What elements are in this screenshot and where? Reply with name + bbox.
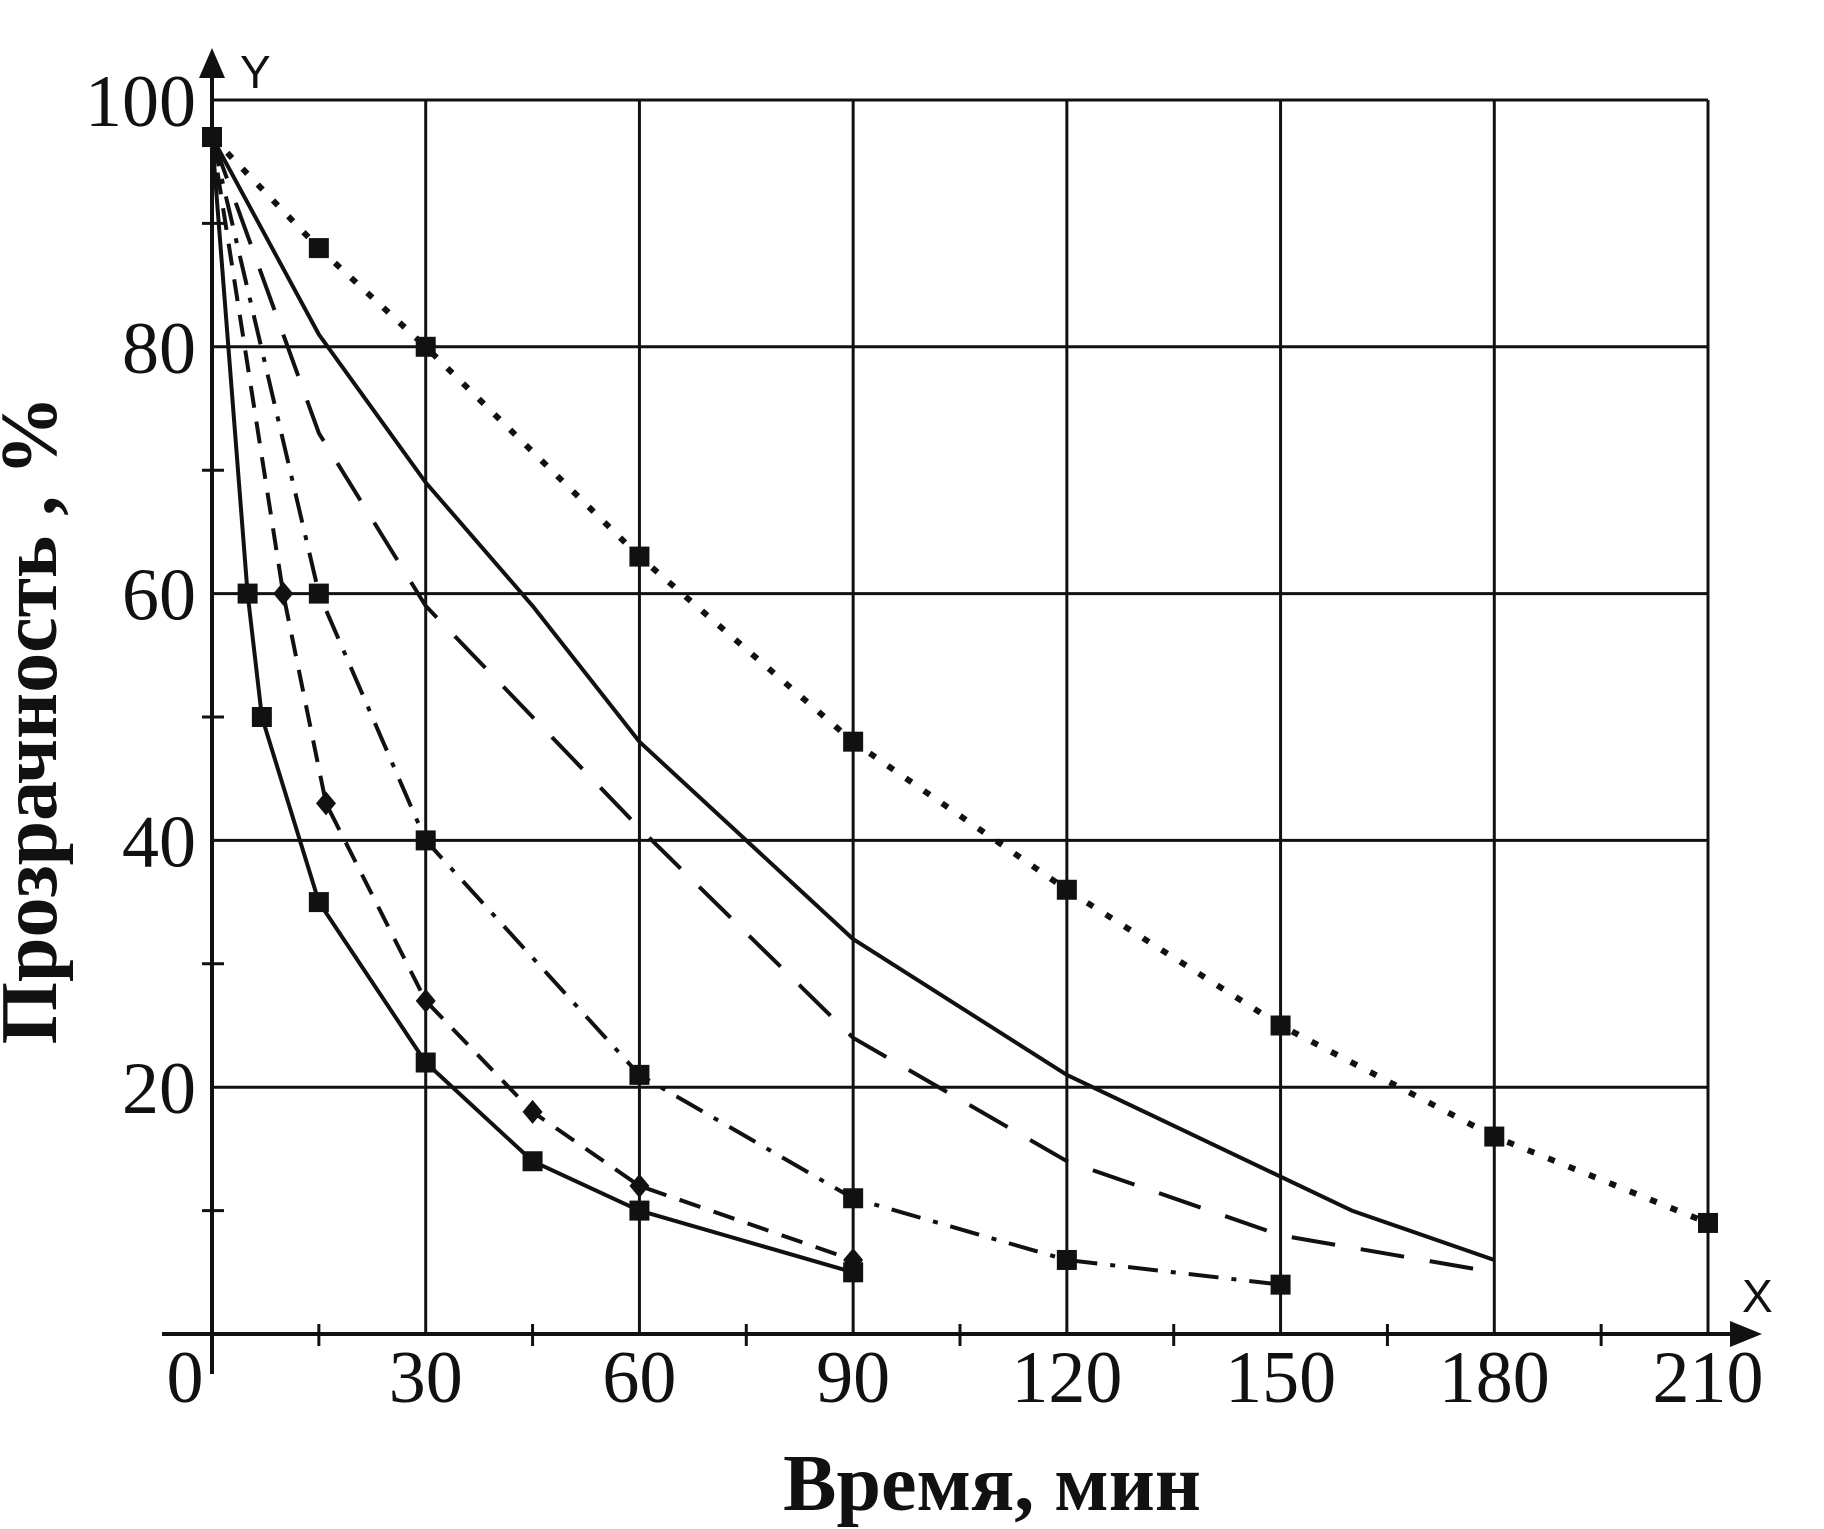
series-6-marker <box>251 707 272 727</box>
y-tick-label: 100 <box>85 61 196 143</box>
x-axis-title: Время, мин <box>783 1440 1201 1528</box>
x-axis-arrow <box>1730 1321 1762 1347</box>
series-6-marker <box>237 583 258 604</box>
series-line-6 <box>210 136 854 1275</box>
series-6-marker <box>629 1200 650 1221</box>
grid <box>212 98 1710 1334</box>
x-tick-label: 210 <box>1653 1337 1764 1419</box>
series-1-marker <box>1484 1126 1505 1147</box>
series-5-marker <box>273 581 294 606</box>
series-4-marker <box>843 1188 864 1209</box>
series-6-marker <box>843 1262 864 1283</box>
series-4-marker <box>629 1064 650 1085</box>
y-tick-label: 80 <box>122 308 196 390</box>
series-4-marker <box>1270 1274 1291 1295</box>
series-4-marker <box>415 830 436 851</box>
series-5-marker <box>315 791 336 816</box>
x-tick-label: 30 <box>389 1337 463 1419</box>
y-tick-label: 40 <box>122 801 196 883</box>
series-line-5 <box>210 136 854 1262</box>
series-6-marker <box>202 127 222 148</box>
series-line-4 <box>210 136 1281 1287</box>
x-axis-letter: X <box>1742 1270 1773 1322</box>
series-6-marker <box>308 892 329 913</box>
y-tick-label: 20 <box>122 1048 196 1130</box>
series-group <box>202 125 1718 1295</box>
series-5-marker <box>522 1099 543 1124</box>
tick-labels: 30 60 90 120 150 180 210 20 40 60 80 100 <box>85 61 1764 1419</box>
y-axis-letter: Y <box>240 46 271 98</box>
x-tick-label: 60 <box>602 1337 676 1419</box>
series-line-2 <box>210 136 1495 1262</box>
series-1-marker <box>629 546 650 567</box>
series-5-marker <box>415 988 436 1013</box>
origin-label: 0 <box>167 1337 204 1419</box>
series-1-marker <box>308 238 329 259</box>
x-tick-label: 180 <box>1439 1337 1550 1419</box>
series-1-marker <box>843 731 864 752</box>
series-line-3 <box>210 136 1495 1275</box>
y-axis-arrow <box>199 48 225 78</box>
y-axis-title: Прозрачность , % <box>0 396 74 1044</box>
series-line-1 <box>209 134 1710 1226</box>
y-tick-label: 60 <box>122 555 196 637</box>
x-tick-label: 150 <box>1225 1337 1336 1419</box>
series-1-marker <box>415 336 436 357</box>
series-5-marker <box>629 1173 650 1198</box>
series-4-marker <box>308 583 329 604</box>
x-tick-label: 120 <box>1011 1337 1122 1419</box>
series-6-marker <box>415 1052 436 1073</box>
axes <box>162 48 1762 1374</box>
series-1-marker <box>1270 1015 1291 1036</box>
series-1-marker <box>1698 1212 1718 1233</box>
x-tick-label: 90 <box>816 1337 890 1419</box>
series-6-marker <box>522 1151 543 1172</box>
series-1-marker <box>1056 879 1077 900</box>
series-4-marker <box>1056 1249 1077 1270</box>
